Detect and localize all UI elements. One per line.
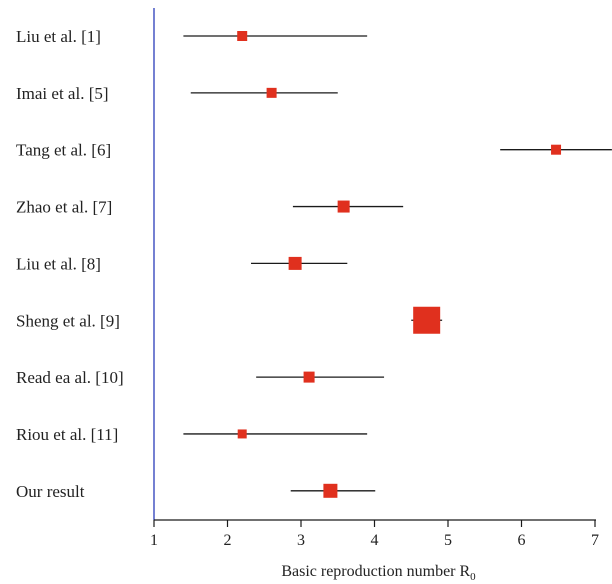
x-tick-label: 1 bbox=[150, 532, 158, 549]
study-label: Liu et al. [1] bbox=[16, 27, 101, 46]
estimate-marker bbox=[288, 256, 302, 270]
study-row: Liu et al. [8] bbox=[16, 254, 348, 273]
x-axis-title: Basic reproduction number R0 bbox=[281, 563, 476, 583]
study-label: Sheng et al. [9] bbox=[16, 311, 120, 330]
study-label: Read ea al. [10] bbox=[16, 368, 124, 387]
study-row: Our result bbox=[16, 482, 376, 501]
x-tick-label: 3 bbox=[297, 532, 305, 549]
x-tick-label: 2 bbox=[224, 532, 232, 549]
study-label: Liu et al. [8] bbox=[16, 254, 101, 273]
estimate-marker bbox=[337, 200, 350, 213]
x-tick-label: 6 bbox=[518, 532, 526, 549]
x-tick-label: 4 bbox=[371, 532, 379, 549]
study-row: Tang et al. [6] bbox=[16, 141, 612, 160]
estimate-marker bbox=[237, 429, 247, 439]
x-tick-label: 5 bbox=[444, 532, 452, 549]
study-label: Tang et al. [6] bbox=[16, 141, 111, 160]
estimate-marker bbox=[303, 371, 315, 383]
study-row: Imai et al. [5] bbox=[16, 84, 338, 103]
study-row: Sheng et al. [9] bbox=[16, 306, 443, 334]
study-rows: Liu et al. [1] Imai et al. [5] Tang et al.… bbox=[16, 27, 612, 501]
estimate-marker bbox=[323, 483, 338, 498]
x-axis-title-main: Basic reproduction number R bbox=[281, 563, 470, 580]
study-row: Liu et al. [1] bbox=[16, 27, 368, 46]
study-label: Our result bbox=[16, 482, 85, 501]
study-row: Zhao et al. [7] bbox=[16, 198, 404, 217]
study-label: Riou et al. [11] bbox=[16, 425, 118, 444]
estimate-marker bbox=[237, 31, 248, 41]
study-label: Imai et al. [5] bbox=[16, 84, 109, 103]
study-label: Zhao et al. [7] bbox=[16, 198, 112, 217]
study-row: Read ea al. [10] bbox=[16, 368, 385, 387]
x-axis-ticks: 1 2 3 4 5 6 7 bbox=[150, 520, 599, 549]
study-row: Riou et al. [11] bbox=[16, 425, 368, 444]
estimate-marker bbox=[266, 87, 277, 98]
estimate-marker bbox=[413, 306, 441, 334]
x-tick-label: 7 bbox=[591, 532, 599, 549]
x-axis-title-subscript: 0 bbox=[470, 571, 476, 583]
estimate-marker bbox=[551, 144, 562, 155]
